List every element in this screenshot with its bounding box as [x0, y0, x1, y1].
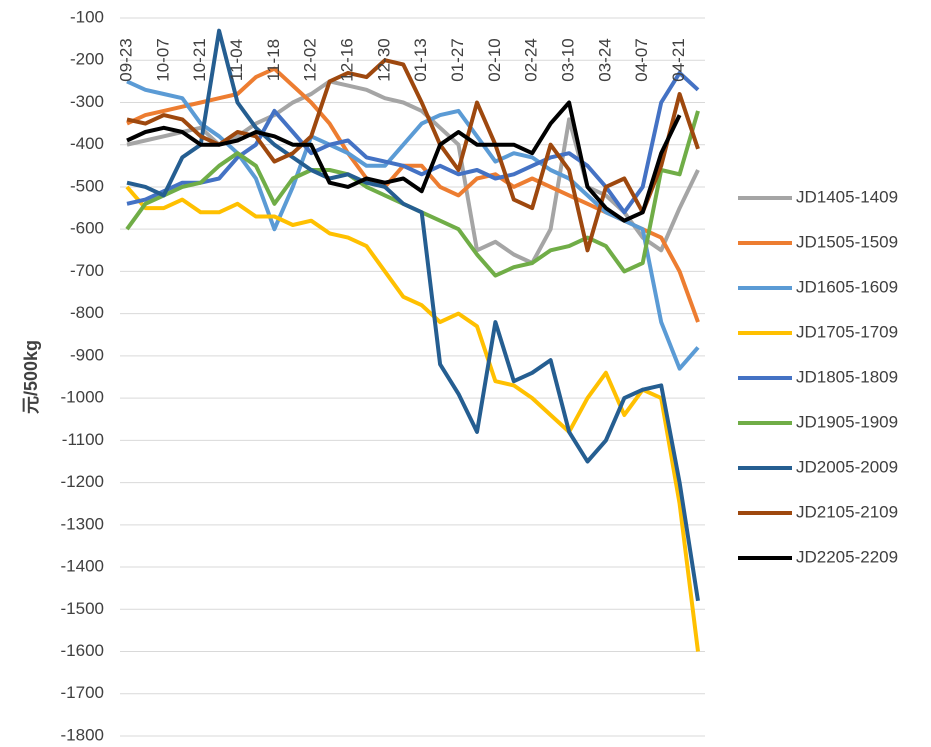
- y-tick-label: -900: [70, 345, 104, 364]
- x-tick-label: 03-10: [559, 38, 578, 81]
- x-tick-label: 04-21: [669, 38, 688, 81]
- y-tick-label: -1000: [61, 388, 104, 407]
- y-tick-label: -600: [70, 219, 104, 238]
- series-line: [126, 58, 700, 253]
- y-tick-label: -800: [70, 303, 104, 322]
- legend-label: JD2205-2209: [796, 547, 898, 566]
- y-axis-label: 元/500kg: [21, 340, 41, 414]
- y-tick-label: -200: [70, 50, 104, 69]
- x-tick-label: 01-27: [448, 38, 467, 81]
- series-line: [126, 70, 700, 215]
- x-tick-label: 11-04: [227, 39, 246, 81]
- y-tick-label: -1500: [61, 599, 104, 618]
- x-tick-label: 12-30: [374, 38, 393, 81]
- legend-label: JD2005-2009: [796, 457, 898, 476]
- y-tick-label: -400: [70, 134, 104, 153]
- series-line: [126, 28, 700, 602]
- series-line: [125, 185, 700, 652]
- x-tick-label: 09-23: [116, 38, 135, 81]
- x-tick-label: 01-13: [411, 38, 430, 81]
- x-tick-label: 12-16: [338, 38, 357, 81]
- y-tick-label: -1800: [61, 725, 104, 744]
- legend-label: JD1905-1909: [796, 412, 898, 431]
- x-tick-label: 11-18: [264, 39, 283, 81]
- series-line: [126, 79, 700, 371]
- legend-label: JD1705-1709: [796, 322, 898, 341]
- x-tick-label: 10-21: [190, 38, 209, 81]
- y-tick-label: -1400: [61, 557, 104, 576]
- y-tick-label: -700: [70, 261, 104, 280]
- legend-label: JD1505-1509: [796, 232, 898, 251]
- y-tick-label: -1600: [61, 641, 104, 660]
- y-tick-label: -300: [70, 92, 104, 111]
- y-tick-label: -100: [70, 7, 104, 26]
- y-tick-label: -500: [70, 176, 104, 195]
- x-tick-label: 02-10: [485, 38, 504, 81]
- x-tick-label: 02-24: [522, 38, 541, 81]
- x-tick-label: 10-07: [153, 38, 172, 81]
- x-tick-label: 12-02: [301, 38, 320, 81]
- y-tick-label: -1100: [62, 430, 104, 449]
- legend-label: JD2105-2109: [796, 502, 898, 521]
- y-tick-label: -1300: [61, 514, 104, 533]
- x-tick-label: 03-24: [595, 38, 614, 81]
- legend-label: JD1805-1809: [796, 367, 898, 386]
- legend-label: JD1605-1609: [796, 277, 898, 296]
- legend-label: JD1405-1409: [796, 187, 898, 206]
- y-tick-label: -1200: [61, 472, 104, 491]
- x-tick-label: 04-07: [632, 38, 651, 81]
- y-tick-label: -1700: [61, 683, 104, 702]
- series-line: [126, 100, 682, 223]
